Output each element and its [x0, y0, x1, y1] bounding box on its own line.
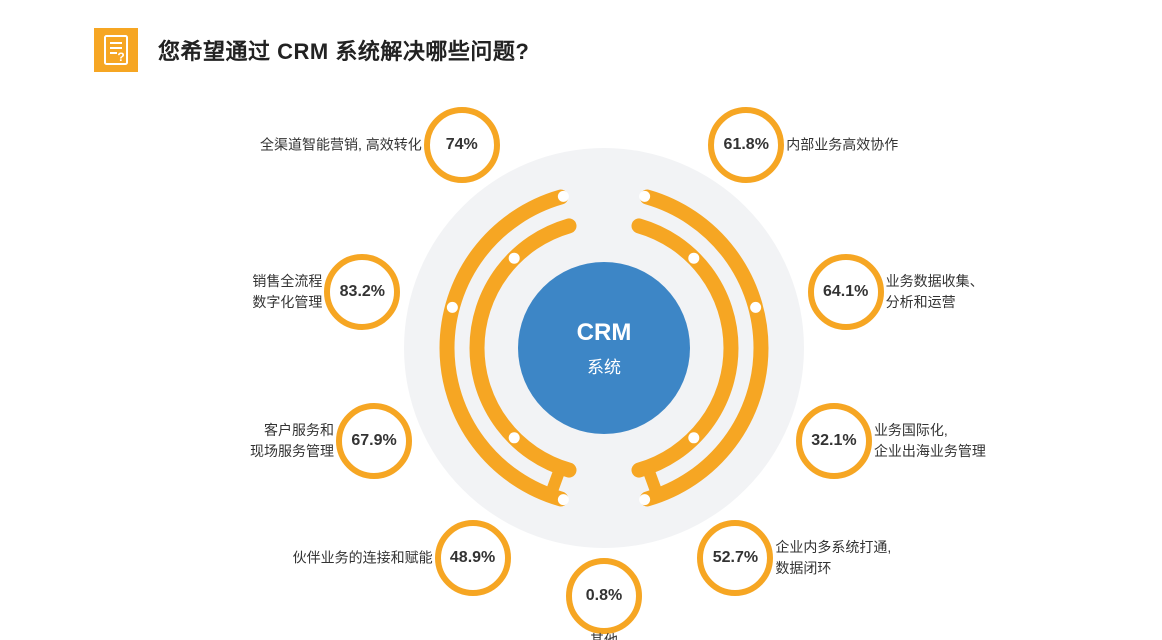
- metric-value-circle: 32.1%: [796, 403, 872, 479]
- metric-label: 其他: [590, 630, 618, 640]
- metric-value-circle: 0.8%: [566, 558, 642, 634]
- metric-label: 全渠道智能营销, 高效转化: [260, 134, 422, 155]
- metric-node: 48.9%伙伴业务的连接和赋能: [435, 520, 511, 596]
- metric-node: 0.8%其他: [566, 558, 642, 634]
- metric-label: 业务国际化,企业出海业务管理: [874, 420, 986, 462]
- metric-value-circle: 61.8%: [708, 107, 784, 183]
- metric-node: 67.9%客户服务和现场服务管理: [336, 403, 412, 479]
- metric-label: 企业内多系统打通,数据闭环: [775, 537, 891, 579]
- metric-node: 61.8%内部业务高效协作: [708, 107, 784, 183]
- metric-node: 32.1%业务国际化,企业出海业务管理: [796, 403, 872, 479]
- center-title: CRM: [577, 319, 632, 347]
- metric-value-circle: 52.7%: [697, 520, 773, 596]
- metric-label: 客户服务和现场服务管理: [250, 420, 334, 462]
- metric-label: 伙伴业务的连接和赋能: [293, 548, 433, 569]
- metric-node: 74%全渠道智能营销, 高效转化: [424, 107, 500, 183]
- metric-label: 销售全流程数字化管理: [252, 271, 322, 313]
- diagram-stage: CRM 系统 61.8%内部业务高效协作 64.1%业务数据收集、分析和运营 32.…: [0, 0, 1162, 640]
- metric-value-circle: 67.9%: [336, 403, 412, 479]
- metric-label: 业务数据收集、分析和运营: [886, 271, 984, 313]
- metric-node: 52.7%企业内多系统打通,数据闭环: [697, 520, 773, 596]
- metric-value-circle: 83.2%: [324, 254, 400, 330]
- metric-node: 64.1%业务数据收集、分析和运营: [808, 254, 884, 330]
- metric-value-circle: 74%: [424, 107, 500, 183]
- center-hub: CRM 系统: [518, 262, 690, 434]
- metric-value-circle: 64.1%: [808, 254, 884, 330]
- metric-label: 内部业务高效协作: [786, 134, 898, 155]
- metric-value-circle: 48.9%: [435, 520, 511, 596]
- center-subtitle: 系统: [587, 353, 621, 378]
- metric-node: 83.2%销售全流程数字化管理: [324, 254, 400, 330]
